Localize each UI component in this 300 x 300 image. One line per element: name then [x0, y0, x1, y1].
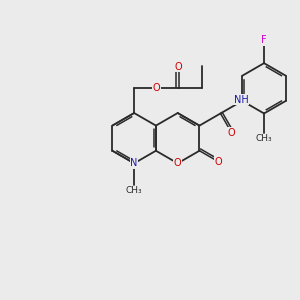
Text: O: O [215, 157, 223, 167]
Text: F: F [261, 35, 267, 45]
Text: O: O [175, 61, 182, 72]
Text: O: O [152, 83, 160, 93]
Text: CH₃: CH₃ [256, 134, 272, 143]
Text: O: O [228, 128, 236, 138]
Text: CH₃: CH₃ [126, 186, 142, 195]
Text: N: N [130, 158, 138, 168]
Text: NH: NH [234, 95, 248, 105]
Text: O: O [174, 158, 182, 168]
